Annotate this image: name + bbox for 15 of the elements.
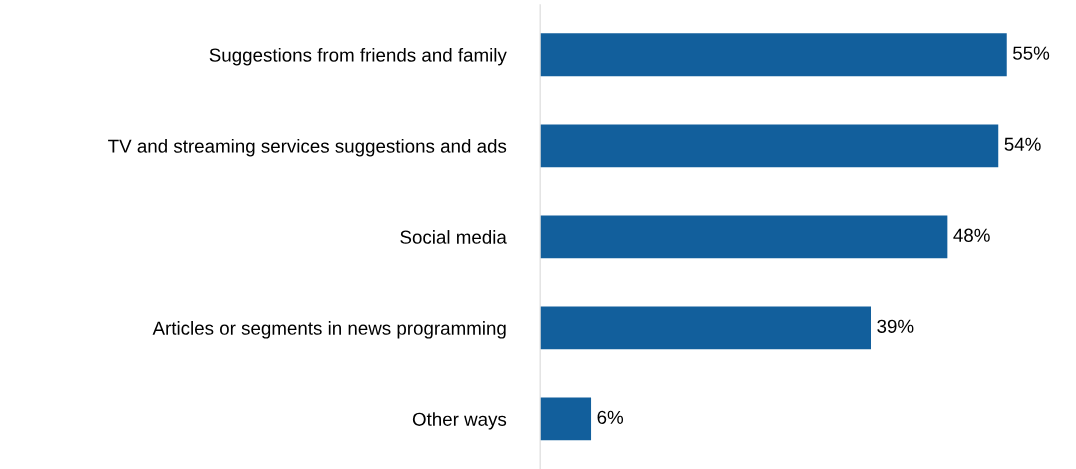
bar: [540, 124, 999, 168]
y-tick-label: Social media: [400, 230, 507, 244]
bar: [540, 33, 1007, 77]
data-label: 6%: [597, 410, 624, 424]
y-tick-label: Other ways: [412, 412, 507, 430]
data-label: 48%: [953, 228, 990, 242]
bar: [540, 215, 948, 259]
bar: [540, 306, 871, 350]
y-tick-label: Articles or segments in news programming: [152, 321, 506, 339]
bar: [540, 397, 592, 441]
data-label: 54%: [1004, 137, 1041, 151]
data-label: 55%: [1013, 46, 1050, 60]
y-tick-label: TV and streaming services suggestions and ads: [108, 139, 507, 157]
y-tick-label: Suggestions from friends and family: [209, 47, 507, 66]
data-label: 39%: [877, 319, 914, 333]
